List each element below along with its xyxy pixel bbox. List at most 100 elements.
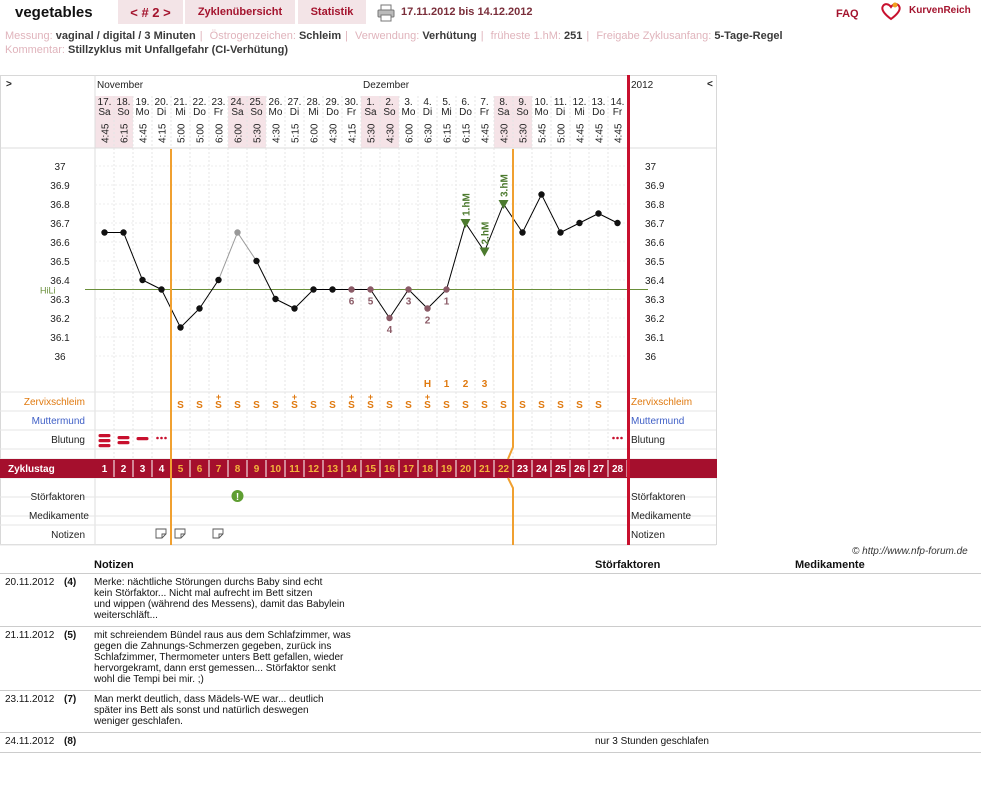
temperature-point xyxy=(158,286,165,293)
note-icon[interactable] xyxy=(174,528,186,539)
y-tick-label-right: 36.3 xyxy=(645,295,665,306)
notes-header-row: Notizen Störfaktoren Medikamente xyxy=(0,558,981,574)
measurement-time: 5:30 xyxy=(253,123,264,143)
note-stoer: nur 3 Stunden geschlafen xyxy=(595,732,795,753)
measurement-time: 6:15 xyxy=(443,123,454,143)
cycle-navigation[interactable]: < # 2 > xyxy=(118,0,183,24)
measurement-time: 6:15 xyxy=(462,123,473,143)
weekday-label: Mi xyxy=(308,107,319,118)
disturbance-icon-mark: ! xyxy=(236,492,239,503)
weekday-label: Mi xyxy=(175,107,186,118)
cycle-day-number: 7 xyxy=(216,464,222,475)
y-tick-label: 36.3 xyxy=(50,295,70,306)
bleeding-heavy xyxy=(98,439,111,443)
mucus-symbol: S xyxy=(519,400,526,411)
mucus-symbol: S xyxy=(310,400,317,411)
weekend-band xyxy=(114,96,133,148)
measurement-time: 4:45 xyxy=(101,123,112,143)
cycle-day-number: 18 xyxy=(422,464,434,475)
y-tick-label-right: 36.5 xyxy=(645,257,665,268)
temperature-point xyxy=(101,229,108,236)
high-measurement-label: 1.hM xyxy=(462,193,473,216)
low-count-label: 1 xyxy=(444,297,450,308)
weekday-label: Mo xyxy=(136,107,150,118)
measurement-time: 4:45 xyxy=(139,123,150,143)
mucus-symbol: S xyxy=(462,400,469,411)
temperature-point xyxy=(519,229,526,236)
faq-link[interactable]: FAQ xyxy=(836,8,859,20)
note-date: 20.11.2012 xyxy=(0,573,64,627)
cycle-day-number: 22 xyxy=(498,464,510,475)
mucus-symbol: S xyxy=(386,400,393,411)
cycle-day-number: 1 xyxy=(102,464,108,475)
mucus-symbol: S xyxy=(234,400,241,411)
date-label: 29. xyxy=(326,97,340,108)
weekday-label: Do xyxy=(592,107,605,118)
copyright: © http://www.nfp-forum.de xyxy=(852,546,968,557)
mucus-symbol: S xyxy=(253,400,260,411)
temperature-line-segment xyxy=(465,222,485,252)
row-label-stoerfaktoren: Störfaktoren xyxy=(31,492,85,503)
cycle-day-number: 28 xyxy=(612,464,624,475)
temperature-line-segment xyxy=(199,279,219,309)
mucus-plus-symbol: + xyxy=(216,392,221,402)
messung-label: Messung: xyxy=(5,30,53,42)
weekday-label: Di xyxy=(290,107,299,118)
mucus-plus-symbol: + xyxy=(349,392,354,402)
weekend-band xyxy=(95,96,114,148)
bleeding-light xyxy=(136,437,149,441)
tab-statistik[interactable]: Statistik xyxy=(298,0,366,24)
temperature-point xyxy=(291,305,298,312)
date-label: 2. xyxy=(385,97,393,108)
nav-next-button[interactable]: < xyxy=(707,79,713,90)
y-tick-label-right: 37 xyxy=(645,162,657,173)
temperature-point xyxy=(595,210,602,217)
date-label: 17. xyxy=(98,97,112,108)
row-label-medikamente-right: Medikamente xyxy=(631,511,691,522)
weekday-label: Fr xyxy=(214,107,224,118)
measurement-time: 5:30 xyxy=(519,123,530,143)
nav-prev-button[interactable]: > xyxy=(6,79,12,90)
cycle-day-number: 6 xyxy=(197,464,203,475)
oestro-value: Schleim xyxy=(298,30,342,42)
bleeding-heavy xyxy=(98,444,111,448)
date-label: 25. xyxy=(250,97,264,108)
printer-icon[interactable] xyxy=(377,4,395,22)
bleeding-spotting xyxy=(620,436,623,440)
temperature-line-segment xyxy=(389,289,409,319)
cycle-day-number: 13 xyxy=(327,464,339,475)
y-tick-label-right: 36.8 xyxy=(645,200,665,211)
weekday-label: Di xyxy=(556,107,565,118)
mucus-symbol: S xyxy=(196,400,203,411)
date-label: 8. xyxy=(499,97,507,108)
date-label: 1. xyxy=(366,97,374,108)
temperature-line-segment xyxy=(237,232,257,262)
low-count-label: 2 xyxy=(425,316,431,327)
measurement-time: 4:45 xyxy=(481,123,492,143)
kurvenreich-logo[interactable]: KurvenReich xyxy=(909,5,971,16)
cycle-day-number: 10 xyxy=(270,464,282,475)
cycle-day-number: 23 xyxy=(517,464,529,475)
note-day: (8) xyxy=(64,732,94,753)
temperature-point xyxy=(348,286,355,293)
top-bar: vegetables < # 2 > Zyklenübersicht Stati… xyxy=(0,0,981,26)
tab-zyklenuebersicht[interactable]: Zyklenübersicht xyxy=(185,0,295,24)
mucus-symbol: S xyxy=(557,400,564,411)
mucus-symbol: S xyxy=(215,400,222,411)
cycle-nav-label[interactable]: < # 2 > xyxy=(130,4,171,20)
bleeding-medium xyxy=(117,441,130,445)
freigabe-value: 5-Tage-Regel xyxy=(714,30,783,42)
row-label-blutung-right: Blutung xyxy=(631,435,665,446)
tab-label[interactable]: Statistik xyxy=(310,6,354,18)
low-count-label: 6 xyxy=(349,297,355,308)
weekday-label: Mi xyxy=(441,107,452,118)
weekend-band xyxy=(513,96,532,148)
note-icon[interactable] xyxy=(155,528,167,539)
date-label: 27. xyxy=(288,97,302,108)
measurement-time: 4:30 xyxy=(329,123,340,143)
table-row: 20.11.2012 (4) Merke: nächtliche Störung… xyxy=(0,573,981,627)
hm-value: 251 xyxy=(564,30,583,42)
note-icon[interactable] xyxy=(212,528,224,539)
weekday-label: Sa xyxy=(231,107,244,118)
tab-label[interactable]: Zyklenübersicht xyxy=(197,6,283,18)
